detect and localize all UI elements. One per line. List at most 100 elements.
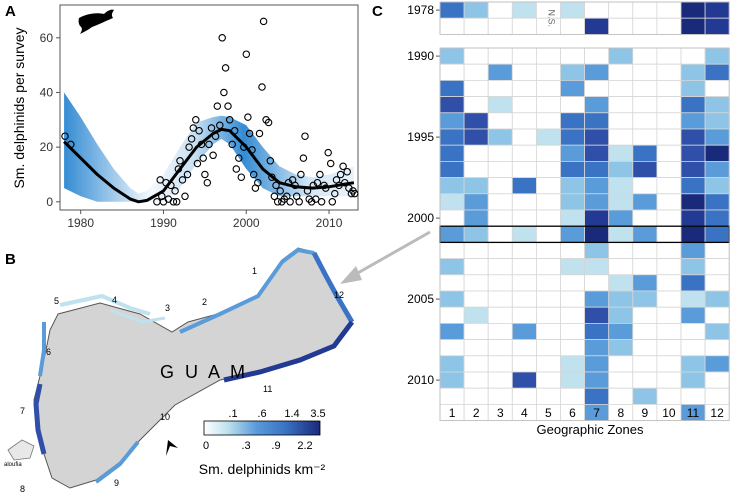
coast-zone-12 (311, 251, 355, 324)
heatmap-cell (680, 387, 706, 405)
data-point (242, 50, 251, 58)
column-label: 8 (617, 406, 624, 420)
map-title: G U A M (160, 362, 248, 382)
heatmap-cell (511, 339, 537, 357)
heatmap-cell (487, 339, 513, 357)
heatmap-cell (536, 112, 561, 130)
data-point (272, 181, 280, 190)
colorbar-gradient (203, 420, 321, 436)
heatmap-cell (463, 1, 489, 19)
heatmap-cell (560, 306, 586, 324)
heatmap-cell (704, 274, 730, 292)
heatmap-cell (680, 128, 706, 146)
heatmap-cell (704, 144, 730, 162)
heatmap-cell (536, 144, 561, 162)
heatmap-cell (536, 387, 561, 405)
heatmap-cell (536, 290, 561, 308)
data-point (67, 140, 75, 149)
heatmap-cell (584, 209, 610, 227)
main-block-frame (439, 47, 730, 422)
y-tick-label: 60 (40, 31, 54, 45)
heatmap-cell (536, 160, 561, 178)
heatmap-cell (704, 17, 730, 35)
heatmap-cell (680, 371, 706, 389)
heatmap-cell (680, 112, 706, 130)
heatmap-cell (608, 339, 634, 357)
heatmap-cell (656, 209, 682, 227)
heatmap-cell (656, 225, 682, 243)
colorbar-tick-top: .1 (228, 408, 237, 420)
heatmap-cell (680, 193, 706, 211)
data-point (240, 143, 248, 151)
heatmap-cell (608, 160, 634, 178)
heatmap-cell (487, 371, 513, 389)
heatmap-cell (463, 47, 489, 65)
data-point (225, 116, 234, 124)
heatmap-cell (511, 144, 537, 162)
heatmap-cell (608, 290, 634, 308)
heatmap-cell (608, 80, 634, 98)
heatmap-cell (584, 322, 610, 340)
data-point (291, 181, 299, 190)
heatmap-cell (656, 160, 682, 178)
data-point (207, 124, 216, 132)
heatmap-cell (680, 160, 706, 178)
data-point (172, 198, 181, 206)
heatmap-cell (584, 47, 610, 65)
heatmap-cell (584, 355, 610, 373)
heatmap-cell (511, 1, 537, 19)
heatmap-cell (656, 17, 682, 35)
heatmap-cell (511, 160, 537, 178)
heatmap-cell (584, 1, 610, 19)
data-point (328, 198, 337, 206)
data-point (176, 157, 184, 165)
heatmap-cell (511, 209, 537, 227)
heatmap-cell (704, 193, 730, 211)
heatmap-cell (536, 274, 561, 292)
heatmap-cell (536, 241, 561, 259)
data-point (270, 192, 279, 201)
data-point (295, 198, 303, 206)
zone-label: 6 (46, 347, 51, 357)
inset-label: aloufia (4, 462, 22, 468)
heatmap-cell (632, 47, 658, 65)
heatmap-cell (680, 339, 706, 357)
heatmap-cell (656, 193, 682, 211)
column-label: 9 (641, 406, 648, 420)
heatmap-cell (656, 306, 682, 324)
zone-label: 9 (114, 478, 119, 488)
heatmap-cell (704, 96, 730, 114)
data-point (213, 102, 222, 110)
data-point (171, 187, 179, 195)
heatmap-cell (656, 96, 682, 114)
heatmap-cell (704, 128, 730, 146)
heatmap-cell (632, 80, 658, 98)
heatmap-cell (704, 80, 730, 98)
heatmap-cell (560, 290, 586, 308)
y-axis-label: Sm. delphinids per survey (11, 27, 27, 188)
heatmap-cell (536, 339, 561, 357)
data-point (259, 17, 268, 26)
heatmap-cell (463, 355, 489, 373)
heatmap-cell (656, 63, 682, 81)
heatmap-cell (608, 47, 634, 65)
heatmap-cell (511, 225, 537, 243)
coast-zone-4 (109, 308, 166, 324)
y-tick-label: 0 (46, 195, 53, 209)
heatmap-cell (487, 80, 513, 98)
heatmap-cell (584, 193, 610, 211)
plot-frame (59, 4, 359, 211)
column-label: 4 (521, 406, 528, 420)
data-point (276, 187, 284, 195)
heatmap-cell (680, 322, 706, 340)
heatmap-cell (704, 371, 730, 389)
heatmap-cell (487, 144, 513, 162)
heatmap-cell (439, 241, 465, 259)
heatmap-cell (511, 371, 537, 389)
heatmap-cell (511, 128, 537, 146)
heatmap-cell (463, 144, 489, 162)
heatmap-cell (439, 80, 465, 98)
heatmap-cell (560, 63, 586, 81)
heatmap-cell (487, 177, 513, 195)
heatmap-cell (608, 177, 634, 195)
